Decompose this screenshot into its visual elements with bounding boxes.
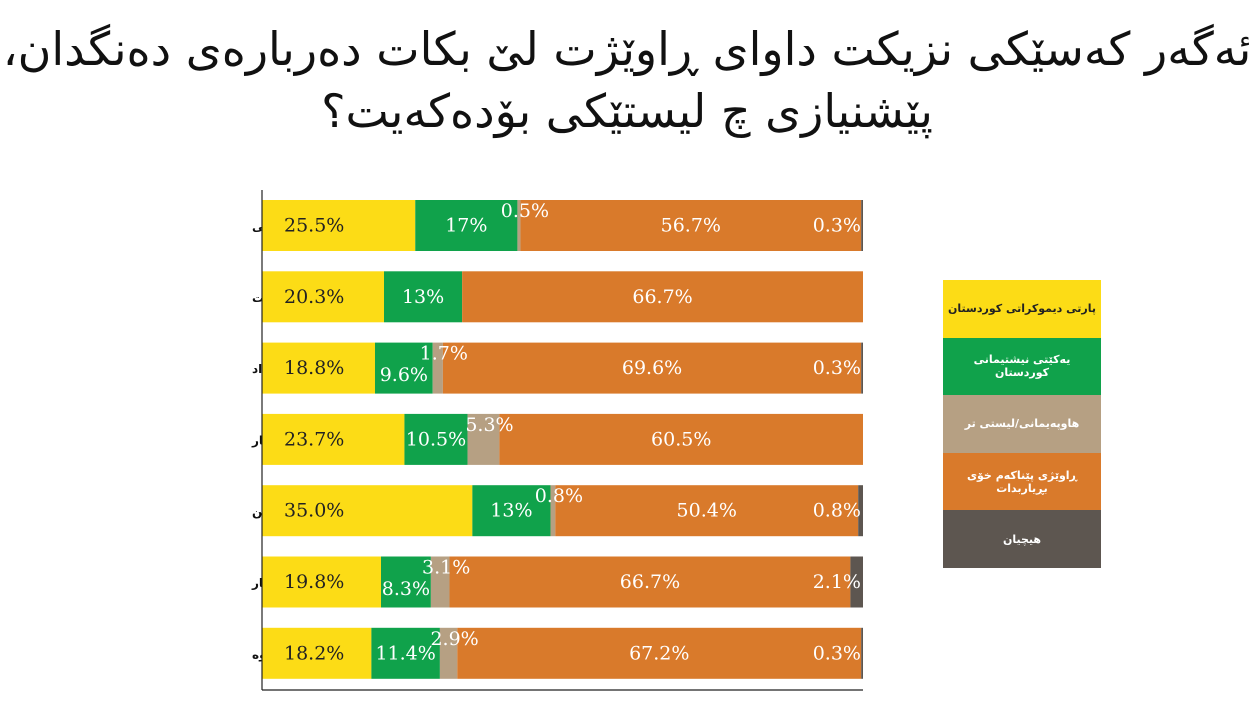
data-label: 20.3%	[284, 286, 344, 308]
data-label: 18.8%	[284, 357, 344, 379]
bar-segment	[262, 413, 405, 465]
bar-segment	[442, 342, 862, 394]
bar-segment	[439, 627, 458, 679]
data-label: 17%	[445, 215, 487, 237]
data-label: 1.7%	[420, 343, 468, 365]
bar-segment	[380, 556, 431, 608]
data-label: 9.6%	[380, 364, 428, 386]
data-label: 11.4%	[375, 642, 435, 664]
legend-item: هیچیان	[943, 510, 1101, 568]
chart-title-line-2: پێشنیازی چ لیستێکی بۆدەکەیت؟	[321, 84, 933, 138]
bar-segment	[850, 556, 863, 608]
chart-legend: پارتی دیموکراتی کوردستان یەکێتی نیشتیمانی…	[943, 280, 1101, 568]
data-label: 0.8%	[535, 485, 583, 507]
bar-segment	[457, 627, 862, 679]
data-label: 13%	[490, 500, 532, 522]
data-label: 0.8%	[813, 500, 861, 522]
data-label: 3.1%	[422, 557, 470, 579]
bar-segment	[467, 413, 500, 465]
data-label: 50.4%	[677, 500, 737, 522]
bar-segment	[384, 271, 463, 323]
legend-item: یەکێتی نیشتیمانی کوردستان	[943, 337, 1101, 396]
bar-segment	[520, 200, 862, 251]
bar-segment	[262, 485, 473, 537]
bar-segment	[550, 485, 556, 537]
data-label: 67.2%	[629, 642, 689, 664]
data-label: 56.7%	[661, 215, 721, 237]
bar-segment	[415, 200, 518, 251]
bar-segment	[517, 200, 521, 251]
data-label: 0.3%	[813, 357, 861, 379]
bar-segment	[861, 627, 863, 679]
bar-segment	[374, 342, 433, 394]
bar-segment	[371, 627, 440, 679]
data-label: 18.2%	[284, 642, 344, 664]
legend-item: ڕاوێژی پێناکەم خۆی بڕیاربدات	[943, 452, 1101, 511]
legend-item: هاوپەیمانی/لیستی تر	[943, 395, 1101, 453]
bar-segment	[462, 271, 863, 323]
data-label: 23.7%	[284, 428, 344, 450]
data-label: 66.7%	[632, 286, 692, 308]
bar-segment	[262, 627, 372, 679]
bar-segment	[861, 200, 863, 251]
data-label: 66.7%	[620, 571, 680, 593]
data-label: 0.5%	[501, 200, 549, 222]
data-label: 19.8%	[284, 571, 344, 593]
data-label: 0.3%	[813, 642, 861, 664]
bar-segment	[861, 342, 863, 394]
bar-segment	[262, 342, 375, 394]
bar-segment	[432, 342, 443, 394]
data-label: 10.5%	[406, 428, 466, 450]
bar-segment	[262, 556, 381, 608]
data-label: 2.1%	[813, 571, 861, 593]
bar-segment	[262, 200, 416, 251]
chart-title-line-1: ئەگەر کەسێکی نزیکت داوای ڕاوێژت لێ بکات …	[2, 22, 1252, 76]
bar-segment	[262, 271, 385, 323]
data-label: 60.5%	[651, 428, 711, 450]
data-label: 0.3%	[813, 215, 861, 237]
bar-segment	[499, 413, 863, 465]
bar-segment	[430, 556, 450, 608]
bar-segment	[472, 485, 551, 537]
bar-segment	[449, 556, 851, 608]
data-label: 35.0%	[284, 500, 344, 522]
data-label: 2.9%	[430, 628, 478, 650]
data-label: 8.3%	[382, 578, 430, 600]
bar-segment	[555, 485, 859, 537]
chart-title: ئەگەر کەسێکی نزیکت داوای ڕاوێژت لێ بکات …	[0, 18, 1254, 142]
bar-segment	[404, 413, 468, 465]
data-label: 69.6%	[622, 357, 682, 379]
data-label: 25.5%	[284, 215, 344, 237]
bar-segment	[858, 485, 863, 537]
data-label: 5.3%	[465, 414, 513, 436]
legend-item: پارتی دیموکراتی کوردستان	[943, 280, 1101, 338]
data-label: 13%	[402, 286, 444, 308]
